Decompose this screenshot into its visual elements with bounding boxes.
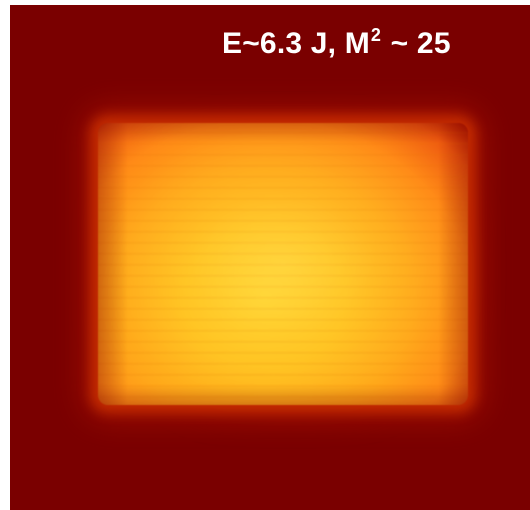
label-superscript: 2 — [370, 25, 382, 45]
beam-spot — [98, 123, 468, 405]
label-suffix: ~ 25 — [382, 27, 451, 60]
beam-profile-image: E~6.3 J, M2 ~ 25 — [10, 5, 530, 510]
label-prefix: E~6.3 J, M — [222, 27, 370, 60]
energy-mode-label: E~6.3 J, M2 ~ 25 — [222, 26, 451, 60]
